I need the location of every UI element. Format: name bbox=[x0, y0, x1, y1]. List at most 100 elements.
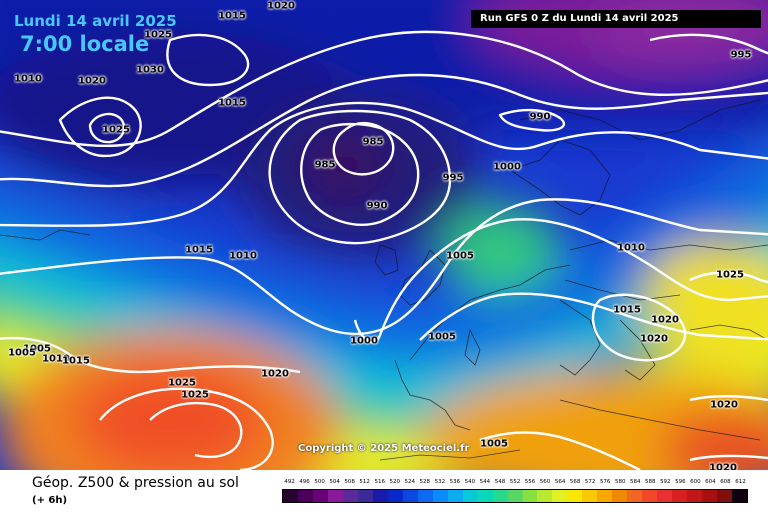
isobar-label: 1025 bbox=[168, 377, 196, 389]
scale-swatch bbox=[657, 490, 673, 502]
scale-label: 600 bbox=[690, 479, 701, 485]
isobar-label: 1020 bbox=[710, 399, 738, 411]
scale-label: 536 bbox=[449, 479, 461, 485]
isobar-label: 1020 bbox=[78, 75, 106, 87]
scale-label: 492 bbox=[284, 479, 295, 485]
isobar-label: 1025 bbox=[102, 124, 130, 136]
forecast-date: Lundi 14 avril 2025 bbox=[14, 12, 177, 30]
scale-swatch bbox=[357, 490, 373, 502]
scale-label: 576 bbox=[599, 479, 611, 485]
scale-swatch bbox=[342, 490, 358, 502]
isobar-label: 1010 bbox=[617, 242, 645, 254]
scale-swatch bbox=[477, 490, 493, 502]
scale-swatch bbox=[672, 490, 688, 502]
scale-swatch bbox=[402, 490, 418, 502]
scale-swatch bbox=[327, 490, 343, 502]
scale-label: 528 bbox=[419, 479, 431, 485]
scale-swatch bbox=[447, 490, 463, 502]
isobar-label: 1015 bbox=[218, 97, 246, 109]
scale-swatch bbox=[732, 490, 748, 502]
scale-label: 580 bbox=[614, 479, 626, 485]
color-scale-labels: 492 496 500 504 508 512 516 520 524 528 532 536 540 5… bbox=[282, 479, 748, 489]
isobar-label: 985 bbox=[362, 136, 384, 148]
scale-label: 504 bbox=[329, 479, 340, 485]
scale-label: 588 bbox=[645, 479, 656, 485]
scale-label: 516 bbox=[374, 479, 385, 485]
scale-label: 596 bbox=[675, 479, 686, 485]
scale-label: 496 bbox=[299, 479, 310, 485]
isobar-label: 1005 bbox=[480, 438, 508, 450]
scale-swatch bbox=[552, 490, 568, 502]
scale-swatch bbox=[312, 490, 328, 502]
isobar-label: 995 bbox=[442, 172, 464, 184]
scale-swatch bbox=[507, 490, 523, 502]
scale-label: 540 bbox=[464, 479, 476, 485]
isobar-label: 1020 bbox=[709, 462, 737, 471]
copyright-notice: Copyright © 2025 Meteociel.fr bbox=[298, 443, 470, 454]
scale-swatch bbox=[417, 490, 433, 502]
isobar-label: 1025 bbox=[181, 389, 209, 401]
map-title: Géop. Z500 & pression au sol bbox=[32, 475, 239, 491]
isobar-label: 1015 bbox=[62, 355, 90, 367]
scale-label: 568 bbox=[569, 479, 581, 485]
color-scale-bar bbox=[282, 489, 748, 503]
isobar-label: 1005 bbox=[23, 343, 51, 355]
scale-swatch bbox=[522, 490, 538, 502]
isobar-label: 1025 bbox=[716, 269, 744, 281]
forecast-offset: (+ 6h) bbox=[32, 495, 68, 506]
scale-swatch bbox=[537, 490, 553, 502]
scale-label: 612 bbox=[735, 479, 746, 485]
scale-swatch bbox=[702, 490, 718, 502]
scale-label: 532 bbox=[434, 479, 446, 485]
scale-swatch bbox=[492, 490, 508, 502]
scale-swatch bbox=[687, 490, 703, 502]
scale-label: 556 bbox=[524, 479, 536, 485]
scale-label: 608 bbox=[720, 479, 731, 485]
model-run-label: Run GFS 0 Z du Lundi 14 avril 2025 bbox=[471, 10, 761, 28]
scale-swatch bbox=[297, 490, 313, 502]
scale-swatch bbox=[627, 490, 643, 502]
scale-swatch bbox=[582, 490, 598, 502]
isobar-label: 1020 bbox=[267, 0, 295, 12]
isobar-label: 990 bbox=[366, 200, 388, 212]
scale-swatch bbox=[432, 490, 448, 502]
isobar-label: 985 bbox=[314, 159, 336, 171]
isobar-label: 1020 bbox=[640, 333, 668, 345]
isobar-label: 1000 bbox=[350, 335, 378, 347]
scale-label: 524 bbox=[404, 479, 416, 485]
isobar-label: 1005 bbox=[8, 347, 36, 359]
scale-label: 564 bbox=[554, 479, 566, 485]
isobar-label: 1010 bbox=[14, 73, 42, 85]
isobar-label: 1010 bbox=[229, 250, 257, 262]
scale-label: 508 bbox=[344, 479, 355, 485]
scale-label: 584 bbox=[630, 479, 641, 485]
scale-label: 548 bbox=[494, 479, 506, 485]
scale-label: 604 bbox=[705, 479, 716, 485]
scale-label: 520 bbox=[389, 479, 400, 485]
scale-label: 512 bbox=[359, 479, 370, 485]
isobar-label: 1000 bbox=[493, 161, 521, 173]
isobar-label: 1010 bbox=[42, 353, 70, 365]
scale-label: 592 bbox=[660, 479, 671, 485]
scale-swatch bbox=[387, 490, 403, 502]
isobar-label: 1030 bbox=[136, 64, 164, 76]
scale-label: 500 bbox=[314, 479, 325, 485]
isobar-label: 1005 bbox=[428, 331, 456, 343]
weather-map: Lundi 14 avril 2025 7:00 locale Run GFS … bbox=[0, 0, 768, 470]
legend-footer: Géop. Z500 & pression au sol (+ 6h) 492 4… bbox=[0, 470, 768, 512]
isobar-label: 1020 bbox=[261, 368, 289, 380]
scale-swatch bbox=[642, 490, 658, 502]
forecast-time: 7:00 locale bbox=[20, 32, 150, 56]
scale-swatch bbox=[462, 490, 478, 502]
geopotential-field bbox=[0, 0, 768, 470]
scale-label: 552 bbox=[509, 479, 521, 485]
scale-swatch bbox=[567, 490, 583, 502]
scale-swatch bbox=[283, 490, 298, 502]
scale-swatch bbox=[372, 490, 388, 502]
isobar-label: 990 bbox=[529, 111, 551, 123]
scale-label: 560 bbox=[539, 479, 551, 485]
isobar-label: 1015 bbox=[613, 304, 641, 316]
isobar-label: 1005 bbox=[446, 250, 474, 262]
scale-label: 572 bbox=[584, 479, 596, 485]
scale-swatch bbox=[612, 490, 628, 502]
